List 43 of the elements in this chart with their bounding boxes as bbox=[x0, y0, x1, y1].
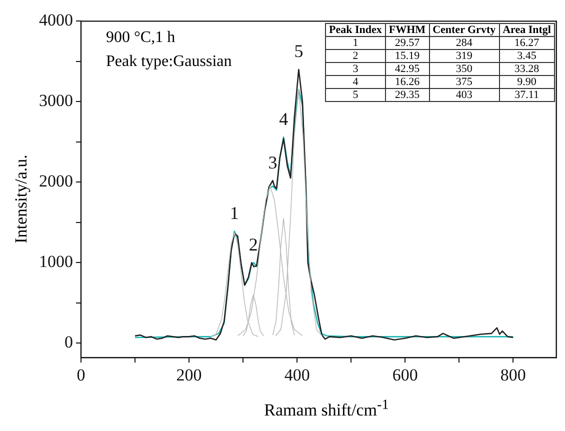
annotation: 5 bbox=[294, 41, 304, 62]
annotation: 29.35 bbox=[385, 88, 430, 102]
annotation: 1 bbox=[230, 202, 239, 223]
annotation: Center Grvty bbox=[429, 24, 500, 36]
annotation: 16.26 bbox=[385, 76, 430, 88]
y-tick-label: 0 bbox=[64, 332, 73, 352]
annotation: 319 bbox=[429, 50, 500, 62]
annotation: 2 bbox=[248, 234, 258, 254]
y-tick-label: 3000 bbox=[39, 91, 73, 110]
annotation: 42.95 bbox=[385, 62, 430, 76]
annotation: 284 bbox=[429, 36, 500, 50]
annotation: 16.27 bbox=[499, 36, 554, 50]
annotation: 4 bbox=[326, 76, 386, 88]
y-tick-label: 1000 bbox=[39, 252, 73, 272]
annotation: 9.90 bbox=[499, 76, 554, 88]
annotation: 3 bbox=[268, 152, 278, 172]
annotation: 350 bbox=[429, 62, 500, 76]
x-tick-label: 600 bbox=[392, 365, 418, 384]
annotation: FWHM bbox=[385, 24, 430, 36]
annotation: 1 bbox=[326, 36, 386, 50]
annotation: Peak Index bbox=[326, 24, 386, 36]
x-tick-label: 800 bbox=[500, 365, 526, 384]
annotation: Peak type:Gaussian bbox=[106, 52, 232, 72]
y-tick-label: 2000 bbox=[39, 172, 73, 191]
annotation: 15.19 bbox=[385, 50, 430, 62]
x-axis-title: Ramam shift/cm$^{-1}$ bbox=[263, 397, 390, 421]
annotation: 2 bbox=[326, 50, 386, 62]
x-tick-label: 0 bbox=[76, 365, 86, 384]
y-axis-title: Intensity/a.u. bbox=[11, 154, 32, 243]
annotation: 5 bbox=[326, 88, 386, 102]
annotation: 375 bbox=[429, 76, 500, 88]
annotation: Area Intgl bbox=[499, 24, 554, 36]
annotation: 4 bbox=[279, 108, 288, 129]
annotation: 33.28 bbox=[499, 62, 554, 76]
x-tick-label: 200 bbox=[176, 365, 202, 384]
annotation: 3.45 bbox=[499, 50, 554, 62]
annotation: 900 °C,1 h bbox=[106, 28, 176, 48]
y-tick-label: 4000 bbox=[39, 10, 73, 30]
annotation: 37.11 bbox=[499, 88, 554, 102]
x-tick-label: 400 bbox=[284, 365, 310, 384]
annotation: 403 bbox=[429, 88, 500, 102]
annotation: 29.57 bbox=[385, 36, 430, 50]
annotation: 3 bbox=[326, 62, 386, 76]
